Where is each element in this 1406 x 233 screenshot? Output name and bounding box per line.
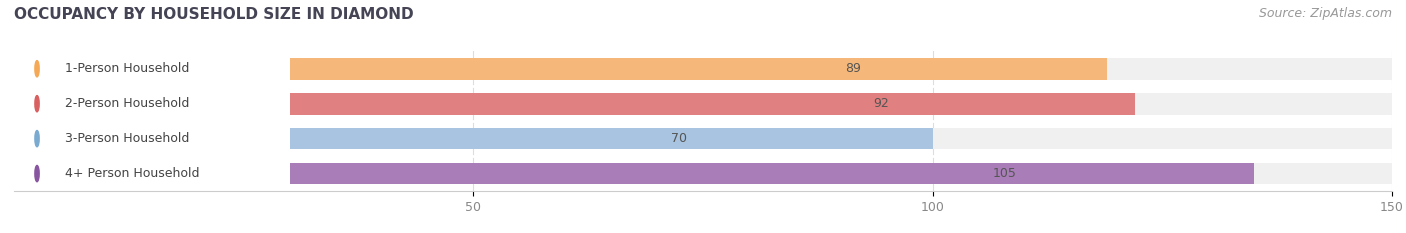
Bar xyxy=(290,163,1254,185)
Text: 89: 89 xyxy=(845,62,862,75)
Circle shape xyxy=(35,61,39,77)
Text: 4+ Person Household: 4+ Person Household xyxy=(65,167,200,180)
Text: Source: ZipAtlas.com: Source: ZipAtlas.com xyxy=(1258,7,1392,20)
Text: OCCUPANCY BY HOUSEHOLD SIZE IN DIAMOND: OCCUPANCY BY HOUSEHOLD SIZE IN DIAMOND xyxy=(14,7,413,22)
Bar xyxy=(14,128,1392,150)
Text: 105: 105 xyxy=(993,167,1017,180)
Bar xyxy=(290,93,1135,115)
Bar xyxy=(14,93,1392,115)
Bar xyxy=(14,128,290,150)
Bar xyxy=(14,93,290,115)
Bar xyxy=(290,128,932,150)
Text: 70: 70 xyxy=(671,132,688,145)
Text: 2-Person Household: 2-Person Household xyxy=(65,97,188,110)
Text: 1-Person Household: 1-Person Household xyxy=(65,62,188,75)
Text: 92: 92 xyxy=(873,97,889,110)
Bar xyxy=(14,58,1392,80)
Bar xyxy=(14,58,290,80)
Bar xyxy=(14,163,1392,185)
Bar xyxy=(14,163,290,185)
Bar xyxy=(290,58,1107,80)
Circle shape xyxy=(35,165,39,182)
Text: 3-Person Household: 3-Person Household xyxy=(65,132,188,145)
Circle shape xyxy=(35,96,39,112)
Circle shape xyxy=(35,130,39,147)
